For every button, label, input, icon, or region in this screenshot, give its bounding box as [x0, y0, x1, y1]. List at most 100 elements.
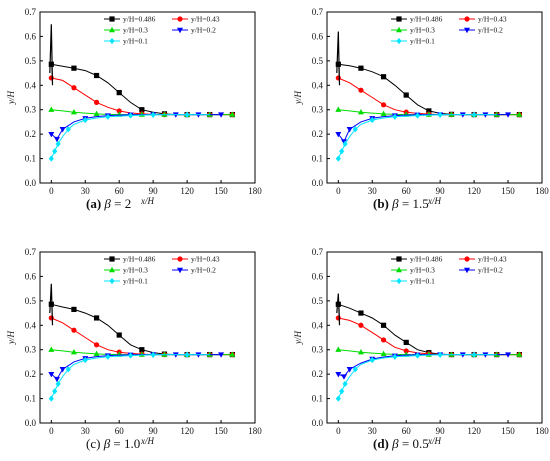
- data-point: [369, 356, 375, 364]
- data-point: [414, 352, 421, 359]
- data-point: [516, 351, 523, 357]
- chart-panel-b: 0.0 0.1 0.2 0.3 0.4 0.5 0.6 0.7 0 30 60 90 120 150 180…: [293, 7, 549, 206]
- legend-marker: [396, 26, 402, 33]
- y-tick-label: 0.6: [25, 271, 37, 281]
- series-line-4: [50, 354, 210, 399]
- x-tick-label: 90: [436, 186, 446, 196]
- legend-label: y/H=0.2: [478, 266, 503, 275]
- y-tick-label: 0.7: [312, 247, 324, 257]
- legend-marker: [109, 37, 115, 45]
- legend-label: y/H=0.486: [410, 255, 443, 264]
- data-point: [53, 136, 60, 143]
- x-tick-label: 120: [467, 186, 481, 196]
- data-point: [48, 75, 54, 81]
- y-axis-label: y/H: [6, 91, 16, 105]
- y-tick-label: 0.4: [25, 320, 37, 330]
- y-tick-label: 0.3: [312, 345, 324, 355]
- legend-marker: [177, 267, 183, 274]
- x-axis-label: x/H: [427, 196, 441, 206]
- data-point: [437, 351, 443, 358]
- y-tick-label: 0.1: [25, 394, 36, 404]
- data-point: [448, 351, 455, 357]
- series-line-4: [50, 114, 210, 159]
- y-tick-label: 0.3: [312, 105, 324, 115]
- x-tick-label: 60: [115, 426, 125, 436]
- legend-marker: [396, 37, 402, 45]
- series-line-3: [338, 354, 509, 378]
- y-tick-label: 0.5: [25, 296, 37, 306]
- data-point: [93, 350, 100, 357]
- data-point: [48, 395, 54, 402]
- legend-label: y/H=0.43: [478, 15, 507, 24]
- data-point: [105, 113, 111, 120]
- legend-label: y/H=0.2: [478, 26, 503, 35]
- data-point: [172, 112, 179, 118]
- caption-b-letter: (b): [373, 196, 389, 211]
- data-point: [339, 388, 345, 395]
- legend-marker: [464, 27, 470, 34]
- data-point: [127, 112, 134, 119]
- data-point: [342, 380, 348, 388]
- x-tick-label: 120: [180, 426, 194, 436]
- y-axis-label: y/H: [293, 91, 303, 105]
- data-point: [150, 351, 156, 358]
- data-point: [335, 106, 342, 112]
- data-point: [65, 126, 71, 133]
- y-tick-label: 0.0: [312, 178, 324, 188]
- legend-label: y/H=0.486: [123, 255, 156, 264]
- y-tick-label: 0.0: [25, 418, 37, 428]
- legend-label: y/H=0.2: [191, 266, 216, 275]
- data-point: [93, 99, 100, 105]
- data-point: [48, 61, 54, 67]
- y-tick-label: 0.2: [25, 129, 36, 139]
- legend-marker: [109, 26, 115, 33]
- data-point: [93, 342, 100, 348]
- data-point: [505, 112, 512, 118]
- data-point: [48, 155, 54, 162]
- data-point: [380, 350, 387, 357]
- plot-frame: [39, 11, 256, 184]
- y-tick-label: 0.5: [312, 296, 324, 306]
- data-point: [55, 140, 61, 148]
- data-point: [335, 315, 341, 321]
- y-axis-label: y/H: [293, 331, 303, 345]
- data-point: [380, 322, 387, 328]
- legend: y/H=0.486 y/H=0.43 y/H=0.3 y/H=0.2 y/H=0.1: [391, 15, 507, 46]
- inlet-spike: [336, 293, 341, 326]
- data-point: [52, 148, 58, 155]
- chart-panel-c: 0.0 0.1 0.2 0.3 0.4 0.5 0.6 0.7 0 30 60 90 120 150 180…: [6, 247, 262, 446]
- y-tick-label: 0.7: [25, 7, 37, 17]
- data-point: [218, 112, 225, 118]
- data-point: [403, 92, 409, 98]
- x-tick-label: 0: [49, 186, 54, 196]
- x-tick-label: 150: [501, 186, 515, 196]
- y-tick-label: 0.0: [25, 178, 37, 188]
- data-point: [65, 366, 71, 373]
- data-point: [55, 380, 61, 388]
- data-point: [342, 140, 348, 148]
- data-point: [392, 113, 398, 120]
- data-point: [493, 351, 500, 357]
- x-tick-label: 60: [402, 186, 412, 196]
- y-tick-label: 0.0: [312, 418, 324, 428]
- data-point: [82, 356, 88, 364]
- caption-a: (a) β = 2: [86, 196, 131, 212]
- legend-marker: [109, 256, 115, 262]
- legend: y/H=0.486 y/H=0.43 y/H=0.3 y/H=0.2 y/H=0.1: [391, 255, 507, 286]
- data-point: [71, 85, 77, 91]
- data-point: [335, 61, 341, 67]
- y-tick-label: 0.6: [25, 31, 37, 41]
- legend-label: y/H=0.1: [410, 277, 435, 286]
- caption-d: (d) β = 0.5: [373, 436, 429, 452]
- y-tick-label: 0.2: [312, 369, 323, 379]
- y-tick-label: 0.4: [25, 80, 37, 90]
- legend-label: y/H=0.1: [123, 277, 148, 286]
- legend-label: y/H=0.43: [191, 255, 220, 264]
- series-line-3: [50, 114, 222, 140]
- data-point: [127, 352, 134, 359]
- data-point: [335, 75, 341, 81]
- caption-d-beta: β: [392, 436, 399, 451]
- x-tick-label: 180: [248, 186, 262, 196]
- x-tick-label: 0: [336, 186, 341, 196]
